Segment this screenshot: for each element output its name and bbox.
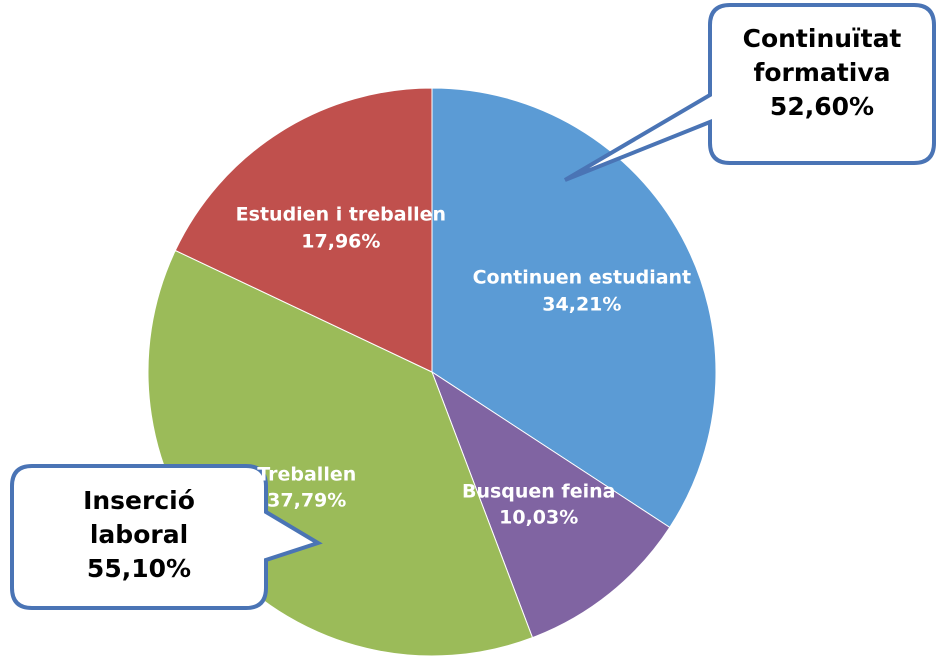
pie-slice <box>431 87 717 529</box>
slice-category: Estudien i treballen <box>235 203 447 226</box>
slice-label: Treballen 37,79% <box>257 461 356 514</box>
callout-box <box>563 3 936 182</box>
slice-value: 10,03% <box>499 506 579 529</box>
slice-label: Continuen estudiant 34,21% <box>473 264 692 317</box>
callout-box <box>10 464 323 610</box>
callout-text: Continuïtat formativa 52,60% <box>710 22 934 123</box>
slice-label: Estudien i treballen 17,96% <box>236 201 446 254</box>
slice-category: Busquen feina <box>461 480 616 503</box>
callout-title: Inserció laboral <box>83 486 195 549</box>
pie-slice <box>430 370 671 639</box>
slice-value: 37,79% <box>267 489 347 512</box>
callout-value: 55,10% <box>86 553 192 583</box>
slice-value: 34,21% <box>542 292 622 315</box>
slice-category: Treballen <box>257 462 357 485</box>
callout-text: Inserció laboral 55,10% <box>12 484 266 585</box>
slice-value: 17,96% <box>301 230 381 253</box>
slice-category: Continuen estudiant <box>472 266 692 289</box>
slice-label: Busquen feina 10,03% <box>462 478 615 531</box>
callout-title: Continuïtat formativa <box>742 24 902 87</box>
callout-value: 52,60% <box>769 91 875 121</box>
pie-slice <box>174 87 433 373</box>
